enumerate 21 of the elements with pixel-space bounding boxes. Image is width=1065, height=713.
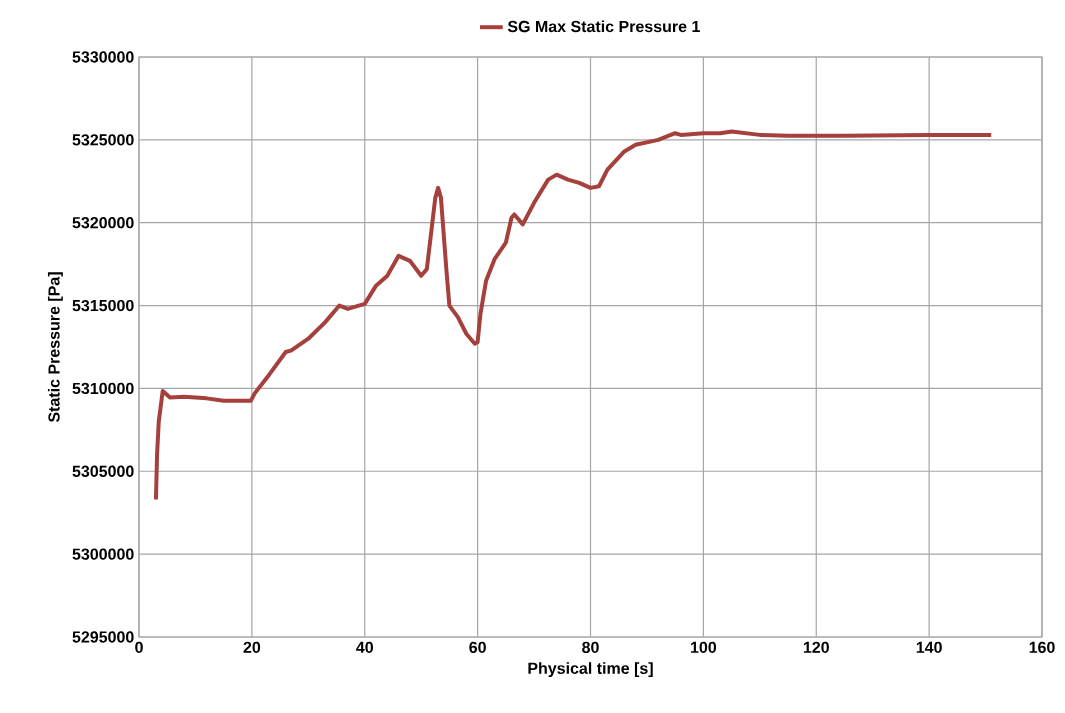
x-tick-label: 80	[582, 641, 599, 654]
x-tick-label: 160	[1029, 641, 1055, 654]
y-tick-label: 5310000	[72, 382, 134, 395]
x-tick-label: 120	[803, 641, 829, 654]
y-axis-title: Static Pressure [Pa]	[47, 272, 63, 423]
line-series	[153, 129, 994, 502]
y-tick-label: 5295000	[72, 631, 134, 643]
y-tick-label: 5320000	[72, 217, 134, 229]
x-tick-label: 60	[469, 641, 486, 654]
x-tick-label: 20	[243, 641, 261, 654]
y-tick-label: 5325000	[72, 134, 134, 146]
legend-label: SG Max Static Pressure 1	[507, 20, 700, 33]
y-tick-label: 5305000	[72, 465, 134, 477]
x-axis-title: Physical time [s]	[528, 662, 653, 678]
y-tick-label: 5330000	[72, 51, 134, 63]
x-tick-label: 140	[916, 641, 942, 654]
x-tick-label: 0	[135, 641, 143, 654]
x-tick-label: 40	[356, 641, 373, 654]
y-tick-label: 5315000	[72, 299, 134, 312]
x-tick-label: 100	[691, 641, 717, 654]
y-tick-label: 5300000	[72, 548, 134, 560]
